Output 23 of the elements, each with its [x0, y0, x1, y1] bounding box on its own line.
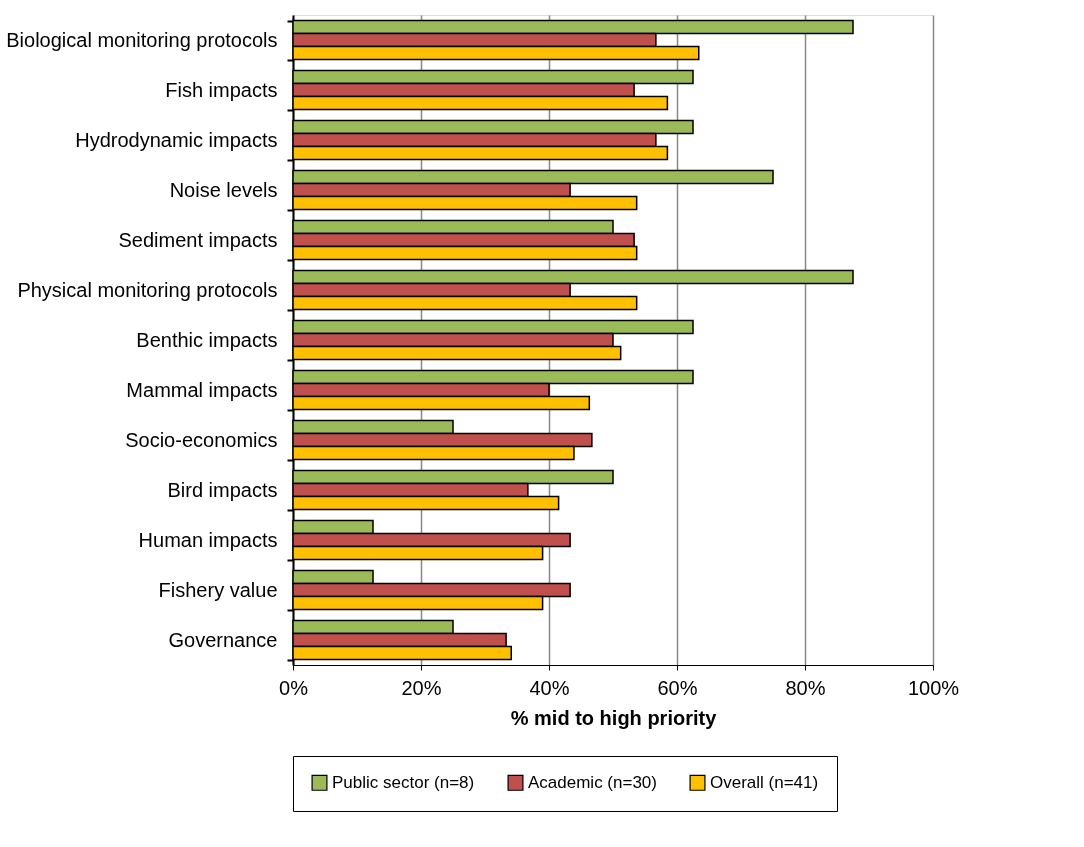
- y-tick-label: Noise levels: [169, 178, 278, 201]
- y-tick-label: Socio-economics: [125, 428, 278, 451]
- x-tick-label: 80%: [785, 676, 826, 699]
- y-tick-label: Human impacts: [138, 528, 278, 551]
- y-tick-label: Fishery value: [158, 578, 278, 601]
- x-tick-label: 100%: [907, 676, 960, 699]
- legend-label: Public sector (n=8): [332, 772, 475, 792]
- y-tick-label: Mammal impacts: [126, 378, 278, 401]
- x-tick-label: 20%: [401, 676, 442, 699]
- y-tick-label: Benthic impacts: [136, 328, 278, 351]
- y-tick-label: Physical monitoring protocols: [17, 278, 278, 301]
- x-tick-label: 60%: [657, 676, 698, 699]
- y-tick-label: Bird impacts: [167, 478, 278, 501]
- legend-label: Overall (n=41): [710, 772, 819, 792]
- y-tick-label: Biological monitoring protocols: [6, 28, 278, 51]
- y-tick-label: Sediment impacts: [118, 228, 278, 251]
- legend-label: Academic (n=30): [528, 772, 657, 792]
- y-tick-label: Hydrodynamic impacts: [75, 128, 278, 151]
- x-tick-label: 0%: [279, 676, 309, 699]
- y-tick-label: Governance: [168, 628, 278, 651]
- y-tick-label: Fish impacts: [165, 78, 278, 101]
- x-tick-label: 40%: [529, 676, 570, 699]
- x-axis-title: % mid to high priority: [510, 706, 718, 729]
